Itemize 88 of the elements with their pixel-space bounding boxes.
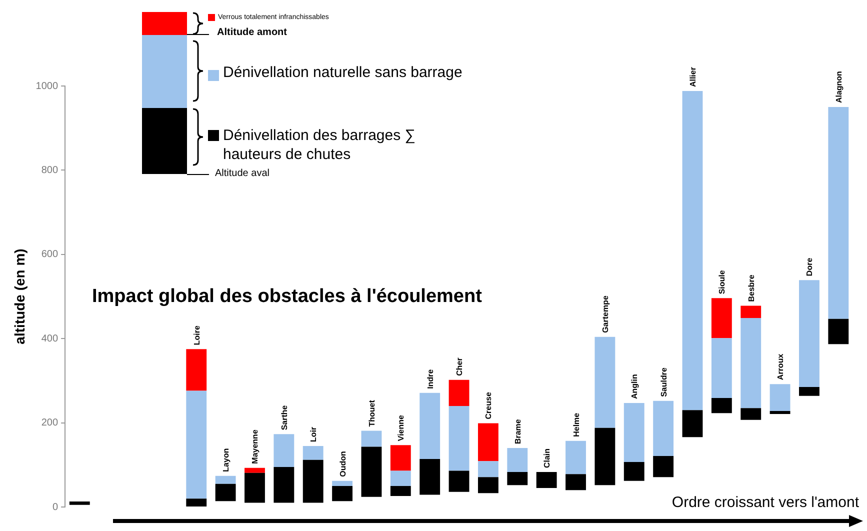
bar — [478, 461, 498, 478]
bar — [770, 411, 790, 414]
y-axis-title: altitude (en m) — [11, 248, 28, 344]
x-tick-label: Brame — [513, 418, 522, 444]
x-tick-label: Clain — [542, 448, 552, 468]
bar — [186, 498, 207, 506]
bar — [711, 298, 732, 338]
y-tick-label: 200 — [41, 418, 58, 429]
bar — [448, 406, 470, 471]
text: Impact global des obstacles à l'écoulement — [92, 286, 482, 308]
bar — [711, 398, 732, 414]
bar — [799, 280, 820, 388]
bar — [69, 502, 90, 505]
y-tick-label: 600 — [41, 249, 58, 260]
y-tick-label: 800 — [41, 164, 58, 176]
bar — [740, 318, 762, 408]
bar — [361, 446, 382, 497]
x-tick-label: Loire — [192, 325, 202, 346]
y-tick-label: 400 — [41, 333, 58, 344]
x-tick-label: Indre — [426, 368, 435, 389]
bar — [594, 428, 616, 486]
x-tick-label: Cher — [455, 358, 464, 376]
bar — [215, 476, 236, 484]
legend-label: Dénivellation des barrages ∑ hauteurs de chutes — [223, 126, 416, 164]
bar — [420, 392, 440, 460]
bar — [332, 480, 353, 486]
x-tick-label: Vienne — [396, 414, 406, 442]
x-tick-label: Sioule — [718, 270, 727, 294]
bar — [770, 384, 790, 412]
bar — [274, 467, 294, 503]
x-tick-label: Sarthe — [280, 404, 289, 430]
x-tick-label: Besbre — [746, 274, 756, 302]
y-tick-label: 1000 — [36, 80, 58, 92]
bar — [361, 430, 382, 447]
bar — [390, 470, 411, 486]
bar — [624, 462, 644, 481]
bar — [653, 456, 674, 478]
legend-label: Dénivellation naturelle sans barrage — [223, 64, 462, 81]
bar — [390, 486, 411, 496]
x-tick-label: Allier — [688, 67, 698, 88]
bar — [507, 448, 528, 472]
bar — [828, 107, 849, 319]
bar — [390, 445, 411, 471]
bar — [566, 440, 586, 474]
bar — [448, 470, 470, 492]
bar — [244, 468, 265, 473]
bar — [186, 390, 207, 499]
bar — [274, 434, 294, 468]
bar — [740, 408, 762, 420]
bar — [478, 477, 498, 494]
x-axis-title: Ordre croissant vers l'amont — [672, 494, 859, 511]
y-tick-label: 0 — [52, 502, 58, 513]
x-tick-label: Thouet — [367, 400, 376, 427]
x-tick-label: Dore — [805, 257, 814, 276]
bar — [536, 472, 557, 488]
text: Altitude amont — [217, 27, 287, 38]
x-tick-label: Oudon — [338, 451, 348, 477]
x-tick-label: Arroux — [776, 353, 786, 380]
x-tick-label: Anglin — [630, 374, 640, 400]
x-tick-label: Loir — [309, 426, 318, 442]
bar — [478, 423, 498, 462]
x-tick-label: Layon — [222, 448, 231, 472]
bar — [711, 338, 732, 398]
x-tick-label: Creuse — [484, 392, 494, 420]
bar — [448, 380, 470, 406]
bar — [828, 318, 849, 344]
bar — [420, 459, 440, 495]
bar — [682, 410, 703, 438]
bar — [302, 460, 324, 503]
bar — [740, 306, 762, 318]
x-tick-label: Helme — [572, 412, 581, 437]
annotation: Altitude aval — [215, 168, 270, 179]
bar — [682, 91, 703, 410]
x-tick-label: Sauldre — [659, 367, 668, 397]
bar — [302, 446, 324, 460]
bar — [186, 349, 207, 391]
x-tick-label: Gartempe — [600, 295, 610, 333]
bar — [594, 336, 616, 428]
x-tick-label: Mayenne — [250, 429, 260, 464]
bar — [799, 387, 820, 396]
bar — [624, 403, 644, 462]
bar — [244, 472, 265, 503]
bar — [566, 474, 586, 490]
bar — [653, 400, 674, 456]
bar — [215, 484, 236, 502]
bar — [332, 486, 353, 502]
x-tick-label: Alagnon — [834, 70, 844, 104]
bar — [507, 472, 528, 486]
